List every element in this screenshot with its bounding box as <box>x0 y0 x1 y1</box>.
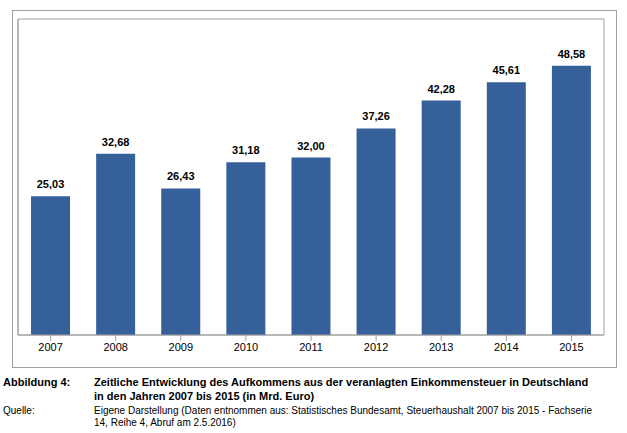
svg-text:42,28: 42,28 <box>427 83 455 95</box>
html-text:Zeitliche Entwicklung des Aufk: Zeitliche Entwicklung des Aufkommens aus… <box>94 376 589 402</box>
html-text:Quelle:: Quelle: <box>3 405 35 416</box>
svg-text:26,43: 26,43 <box>167 170 195 182</box>
svg-text:2013: 2013 <box>429 341 453 353</box>
svg-text:2007: 2007 <box>38 341 62 353</box>
svg-text:2009: 2009 <box>169 341 193 353</box>
svg-text:45,61: 45,61 <box>493 64 521 76</box>
svg-text:25,03: 25,03 <box>37 178 65 190</box>
svg-text:2012: 2012 <box>364 341 388 353</box>
svg-text:2014: 2014 <box>494 341 518 353</box>
svg-text:37,26: 37,26 <box>362 110 390 122</box>
svg-text:48,58: 48,58 <box>558 48 586 60</box>
svg-text:2011: 2011 <box>299 341 323 353</box>
svg-text:2015: 2015 <box>559 341 583 353</box>
svg-text:32,68: 32,68 <box>102 136 130 148</box>
svg-text:32,00: 32,00 <box>297 140 325 152</box>
html-text:Eigene Darstellung (Daten entn: Eigene Darstellung (Daten entnommen aus:… <box>94 405 593 428</box>
html-text:Abbildung 4:: Abbildung 4: <box>3 376 71 388</box>
svg-text:31,18: 31,18 <box>232 144 260 156</box>
svg-text:2010: 2010 <box>234 341 258 353</box>
svg-text:2008: 2008 <box>103 341 127 353</box>
